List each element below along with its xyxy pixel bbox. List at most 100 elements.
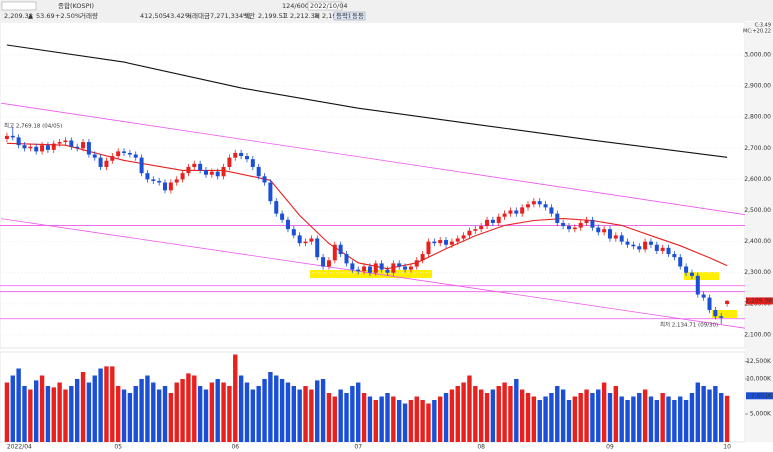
candle-body (145, 173, 150, 180)
volume-tag: 7,601K (751, 392, 773, 399)
volume-bar (4, 382, 10, 442)
candle-body (367, 266, 372, 273)
volume-bar (461, 382, 466, 442)
candle-body (701, 294, 706, 298)
volume-bar (560, 389, 566, 442)
candle-body (75, 146, 80, 149)
volume-bar (16, 368, 21, 442)
quote-high: 2,212.38 (290, 12, 319, 20)
candle-body (227, 157, 232, 167)
y-tick-label: 2,700.00 (744, 145, 771, 152)
candle-body (34, 146, 39, 152)
volume-bar (110, 366, 115, 442)
candle-body (262, 176, 267, 183)
volume-bar (672, 399, 677, 442)
volume-bar (519, 389, 525, 442)
axis-panel (745, 22, 773, 442)
candle-body (707, 297, 712, 311)
volume-bar (549, 392, 554, 442)
date-box[interactable] (307, 1, 343, 11)
min-note: 최저 2,134.71 (09/30) (660, 321, 718, 329)
volume-bar (285, 382, 291, 442)
candle-body (57, 142, 62, 144)
candle-body (45, 145, 50, 150)
price-tag: 2,209.38 (745, 297, 772, 304)
volume-bar (274, 375, 279, 442)
volume-bar (98, 368, 103, 442)
volume-bar (473, 385, 478, 442)
candle-body (379, 263, 384, 270)
candle-body (426, 241, 431, 255)
volume-bar (250, 389, 256, 442)
corner-label: MC:+20.22 (743, 29, 771, 35)
volume-bar (356, 382, 361, 442)
volume-bar (74, 378, 80, 442)
volume-bar (397, 399, 402, 442)
volume-bar (303, 385, 308, 442)
y-tick-label: 3,000.00 (744, 51, 771, 58)
volume-bar (115, 385, 121, 442)
volume-bar (361, 392, 367, 442)
volume-bar (57, 382, 62, 442)
volume-bar (707, 389, 712, 442)
button-label: 등락 (336, 12, 348, 20)
volume-bar (174, 382, 179, 442)
candle-body (438, 240, 443, 244)
volume-bar (420, 399, 425, 442)
volume-bar (34, 380, 39, 442)
volume-bar (508, 385, 513, 442)
volume-bar (233, 354, 238, 442)
candle-body (92, 154, 97, 158)
volume-bar (104, 366, 109, 442)
volume-bar (584, 389, 589, 442)
candle-body (625, 241, 630, 245)
volume-bar (379, 396, 384, 442)
candle-body (719, 316, 724, 318)
volume-bar (385, 392, 390, 442)
x-tick-label: 07 (354, 444, 362, 451)
candle-body (672, 254, 677, 258)
candle-body (684, 266, 689, 273)
volume-bar (10, 375, 15, 442)
candle-body (444, 240, 449, 245)
quote-high-label: 고 (282, 12, 288, 20)
volume-bar (414, 396, 419, 442)
button[interactable] (333, 11, 350, 21)
candle-body (461, 235, 466, 239)
volume-tag-box (746, 392, 773, 400)
code-box[interactable] (1, 1, 37, 11)
candle-body (280, 213, 285, 220)
volume-bar (344, 392, 349, 442)
candle-body (198, 163, 203, 171)
volume-bar (631, 396, 636, 442)
volume-bar (443, 392, 449, 442)
candle-body (561, 222, 566, 227)
x-tick-label: 10 (723, 444, 731, 451)
max-note: 최고 2,769.18 (04/05) (4, 121, 62, 129)
highlight (712, 310, 737, 318)
candle-body (678, 257, 683, 267)
candle-body (315, 238, 320, 258)
volume-bar (203, 389, 209, 442)
quote-change: 53.69 (36, 12, 55, 20)
volume-bar (238, 375, 244, 442)
candle-body (215, 171, 220, 177)
candle-body (555, 213, 560, 223)
candle-body (104, 160, 109, 167)
candle-body (578, 222, 583, 228)
candle-body (455, 238, 460, 242)
candle-body (256, 166, 261, 177)
v-tick-label: 5,000K (750, 410, 772, 417)
button[interactable] (349, 11, 366, 21)
volume-bar (268, 371, 273, 442)
candle-body (338, 244, 343, 255)
volume-bar (525, 392, 531, 442)
candle-body (291, 229, 296, 236)
candle-body (151, 179, 156, 181)
volume-bar (315, 380, 320, 442)
candle-body (695, 275, 700, 295)
candle-body (526, 204, 531, 208)
candle-body (63, 140, 68, 143)
candle-body (467, 230, 472, 236)
line (6, 142, 728, 270)
